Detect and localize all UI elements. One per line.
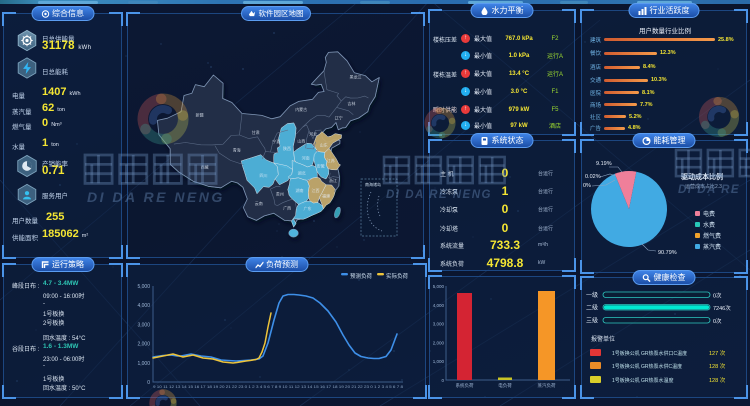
svg-text:1号板换公机: 1号板换公机 xyxy=(612,350,640,357)
svg-text:蒸汽费: 蒸汽费 xyxy=(703,243,721,251)
svg-text:新疆: 新疆 xyxy=(196,112,204,118)
svg-text:1,000: 1,000 xyxy=(137,361,150,367)
svg-text:黑龙江: 黑龙江 xyxy=(350,73,362,79)
svg-text:广东: 广东 xyxy=(304,205,312,211)
svg-text:贵州: 贵州 xyxy=(276,191,284,197)
svg-text:浙江: 浙江 xyxy=(329,177,337,183)
svg-text:西藏: 西藏 xyxy=(201,163,209,169)
svg-text:1号板换公机: 1号板换公机 xyxy=(612,363,640,370)
svg-text:安徽: 安徽 xyxy=(317,162,325,168)
svg-text:辽宁: 辽宁 xyxy=(335,115,343,121)
svg-text:湖南: 湖南 xyxy=(296,187,304,193)
svg-text:吉林: 吉林 xyxy=(347,100,355,106)
svg-text:2,000: 2,000 xyxy=(433,340,445,345)
svg-text:系统负荷: 系统负荷 xyxy=(456,382,474,389)
svg-text:0次: 0次 xyxy=(713,292,722,300)
svg-text:湖北: 湖北 xyxy=(298,169,306,175)
svg-text:5,000: 5,000 xyxy=(137,284,150,290)
svg-text:0%: 0% xyxy=(583,183,591,189)
svg-text:河北: 河北 xyxy=(309,131,317,137)
svg-text:1,000: 1,000 xyxy=(433,359,445,364)
svg-text:江苏: 江苏 xyxy=(327,157,335,163)
svg-text:7246次: 7246次 xyxy=(713,304,731,312)
svg-text:四川: 四川 xyxy=(260,173,268,178)
svg-text:3,000: 3,000 xyxy=(137,322,150,328)
svg-text:电费: 电费 xyxy=(703,210,715,218)
svg-text:预测负荷: 预测负荷 xyxy=(350,272,373,280)
svg-text:实际负荷: 实际负荷 xyxy=(386,272,409,280)
svg-text:甘肃: 甘肃 xyxy=(252,129,260,135)
svg-text:1号板换公机: 1号板换公机 xyxy=(612,377,640,384)
svg-text:127 次: 127 次 xyxy=(709,349,726,357)
svg-text:4,000: 4,000 xyxy=(137,303,150,309)
svg-text:9 10 11 12 13 14 15 16 17 18 1: 9 10 11 12 13 14 15 16 17 18 19 20 21 22… xyxy=(153,385,403,389)
svg-text:南海诸岛: 南海诸岛 xyxy=(365,181,381,187)
svg-text:90.79%: 90.79% xyxy=(658,250,677,256)
svg-text:宁夏: 宁夏 xyxy=(272,138,280,144)
svg-text:江西: 江西 xyxy=(312,187,320,193)
svg-text:GR热泵水供口C温度: GR热泵水供口C温度 xyxy=(641,350,687,357)
svg-text:广西: 广西 xyxy=(283,204,291,210)
svg-text:GR热泵水供C温度: GR热泵水供C温度 xyxy=(641,363,682,370)
svg-text:0次: 0次 xyxy=(713,317,722,325)
svg-text:运营成本占比2.3: 运营成本占比2.3 xyxy=(685,183,722,190)
svg-text:128 次: 128 次 xyxy=(709,376,726,384)
svg-text:一级: 一级 xyxy=(586,291,598,299)
svg-text:2,000: 2,000 xyxy=(137,342,150,348)
svg-text:福建: 福建 xyxy=(322,192,330,198)
svg-text:3,000: 3,000 xyxy=(433,322,445,327)
svg-text:电负荷: 电负荷 xyxy=(498,382,512,389)
svg-text:驱动成本比例: 驱动成本比例 xyxy=(681,172,723,181)
svg-text:5,000: 5,000 xyxy=(433,284,445,289)
svg-text:山西: 山西 xyxy=(297,138,305,144)
svg-text:0.02%: 0.02% xyxy=(585,174,601,180)
svg-text:9.19%: 9.19% xyxy=(596,161,612,167)
svg-text:内蒙古: 内蒙古 xyxy=(295,106,307,112)
svg-text:128 次: 128 次 xyxy=(709,362,726,370)
svg-text:河南: 河南 xyxy=(302,154,310,160)
svg-text:蒸汽负荷: 蒸汽负荷 xyxy=(538,382,556,389)
svg-text:山东: 山东 xyxy=(320,142,328,148)
svg-text:0: 0 xyxy=(147,380,150,386)
svg-text:青海: 青海 xyxy=(233,147,241,153)
svg-text:陕西: 陕西 xyxy=(283,145,291,151)
svg-text:GR热泵水温度: GR热泵水温度 xyxy=(641,377,674,384)
svg-text:三级: 三级 xyxy=(586,317,598,325)
svg-text:燃气费: 燃气费 xyxy=(703,232,721,240)
svg-text:4,000: 4,000 xyxy=(433,303,445,308)
svg-text:水费: 水费 xyxy=(703,221,715,229)
svg-text:报警单位: 报警单位 xyxy=(591,335,615,343)
svg-text:云南: 云南 xyxy=(255,200,263,206)
svg-text:二级: 二级 xyxy=(586,304,598,312)
svg-text:0: 0 xyxy=(441,378,444,383)
